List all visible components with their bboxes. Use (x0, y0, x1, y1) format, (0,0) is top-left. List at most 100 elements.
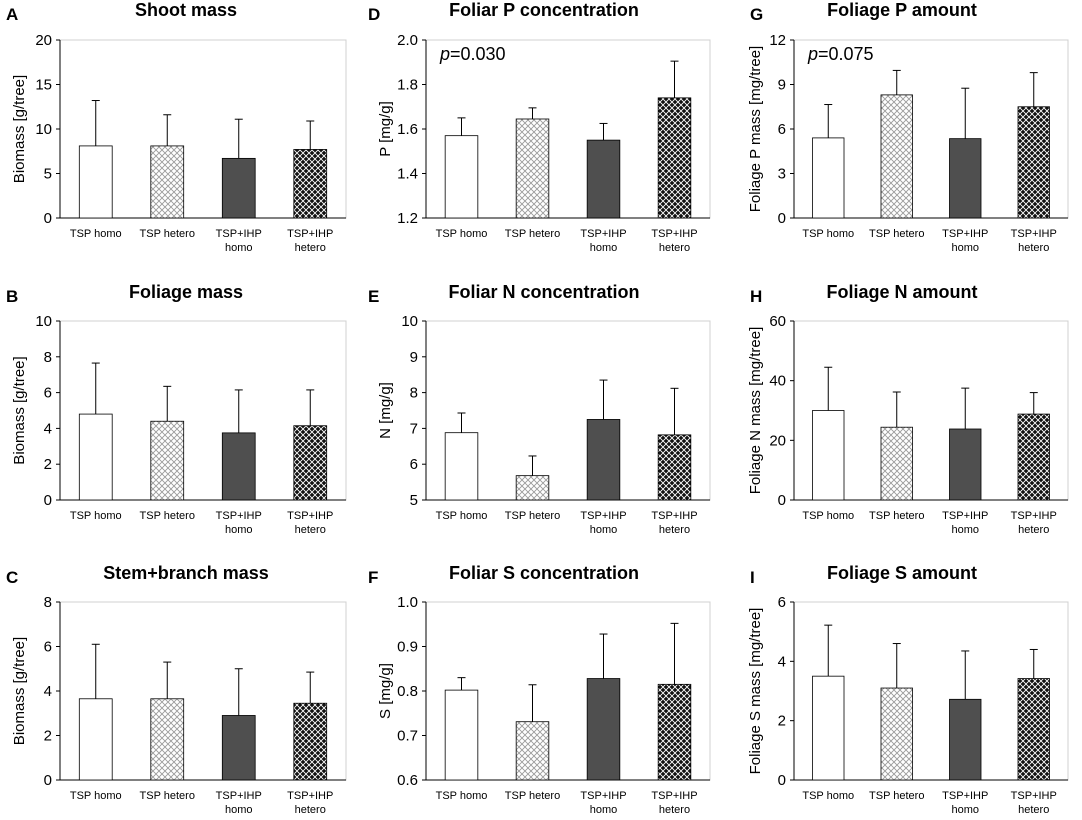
x-tick-label: TSP homo (70, 510, 122, 522)
chart-title: Foliage mass (129, 282, 243, 302)
y-axis-label: Biomass [g/tree] (11, 356, 28, 464)
panel-a: A Shoot mass Biomass [g/tree] 0 5 10 15 20 TSP h… (6, 0, 347, 254)
y-axis-label: Foliage P mass [mg/tree] (747, 46, 764, 212)
bar-1 (812, 675, 845, 781)
x-tick-label: hetero (1018, 242, 1049, 254)
x-tick-label: TSP+IHP (216, 790, 262, 802)
y-tick-label: 10 (401, 313, 418, 330)
y-tick-label: 0 (778, 210, 786, 227)
bar-1 (812, 410, 845, 501)
y-tick-label: 40 (769, 373, 786, 390)
x-tick-label: TSP hetero (869, 510, 924, 522)
x-tick-label: TSP homo (802, 228, 854, 240)
x-tick-label: homo (951, 524, 979, 536)
x-tick-label: hetero (295, 524, 326, 536)
x-tick-label: TSP+IHP (651, 510, 697, 522)
y-tick-label: 0.6 (397, 772, 418, 789)
x-tick-label: TSP homo (436, 510, 488, 522)
x-tick-label: hetero (1018, 524, 1049, 536)
x-tick-label: TSP+IHP (216, 510, 262, 522)
y-axis-label: Biomass [g/tree] (11, 637, 28, 745)
y-tick-label: 60 (769, 313, 786, 330)
x-tick-label: TSP+IHP (1011, 510, 1057, 522)
bar-1 (812, 137, 845, 219)
x-tick-label: TSP+IHP (580, 228, 626, 240)
y-tick-label: 6 (410, 456, 418, 473)
p-value-annotation: p=0.075 (807, 44, 874, 64)
y-axis-label: Biomass [g/tree] (11, 75, 28, 183)
y-tick-label: 20 (35, 32, 52, 49)
x-tick-label: TSP+IHP (651, 790, 697, 802)
y-tick-label: 6 (778, 121, 786, 138)
p-value: =0.075 (818, 44, 874, 64)
bar-1 (444, 689, 479, 781)
chart-title: Foliar P concentration (449, 0, 639, 20)
x-tick-label: TSP+IHP (942, 228, 988, 240)
x-tick-label: homo (225, 524, 253, 536)
y-tick-label: 7 (410, 420, 418, 437)
y-tick-label: 2 (44, 456, 52, 473)
x-tick-label: hetero (659, 804, 690, 816)
panel-d: D Foliar P concentration P [mg/g] 1.2 1.4 1.6… (368, 0, 711, 254)
bar-3 (221, 432, 256, 501)
x-tick-label: hetero (659, 524, 690, 536)
bar-3 (221, 715, 256, 781)
panel-letter: F (368, 568, 378, 587)
x-tick-label: hetero (295, 804, 326, 816)
panel-letter: G (750, 5, 763, 24)
y-tick-label: 1.0 (397, 594, 418, 611)
x-tick-label: TSP hetero (140, 510, 195, 522)
panel-c: C Stem+branch mass Biomass [g/tree] 0 2 4 6 8 TS… (6, 563, 347, 816)
p-symbol: p (807, 44, 818, 64)
bar-3 (221, 157, 256, 219)
x-tick-label: TSP hetero (140, 790, 195, 802)
p-symbol: p (439, 44, 450, 64)
bar-4 (1017, 413, 1050, 501)
x-tick-label: TSP+IHP (216, 228, 262, 240)
y-tick-label: 6 (44, 639, 52, 656)
chart-title: Foliage P amount (827, 0, 977, 20)
chart-title: Foliar S concentration (449, 563, 639, 583)
y-tick-label: 4 (44, 683, 52, 700)
chart-title: Stem+branch mass (103, 563, 269, 583)
panel-i: I Foliage S amount Foliage S mass [mg/tree… (747, 563, 1069, 816)
y-tick-label: 0 (44, 210, 52, 227)
y-tick-label: 1.4 (397, 166, 418, 183)
y-tick-label: 10 (35, 313, 52, 330)
bar-1 (78, 698, 113, 781)
x-tick-label: TSP+IHP (580, 510, 626, 522)
y-tick-label: 15 (35, 77, 52, 94)
panel-letter: D (368, 5, 380, 24)
y-tick-label: 4 (44, 420, 52, 437)
y-tick-label: 6 (778, 594, 786, 611)
bar-3 (949, 138, 982, 219)
bar-2 (150, 698, 185, 781)
y-tick-label: 9 (778, 77, 786, 94)
x-tick-label: TSP homo (70, 790, 122, 802)
x-tick-label: TSP+IHP (287, 228, 333, 240)
p-value-annotation: p=0.030 (439, 44, 506, 64)
bar-4 (657, 434, 692, 501)
x-tick-label: homo (590, 242, 618, 254)
panel-e: E Foliar N concentration N [mg/g] 5 6 7 8 9 10 TS… (368, 282, 711, 536)
chart-title: Foliar N concentration (448, 282, 639, 302)
bar-4 (1017, 678, 1050, 781)
panel-g: G Foliage P amount Foliage P mass [mg/tree… (747, 0, 1069, 254)
x-tick-label: TSP hetero (869, 228, 924, 240)
y-tick-label: 5 (410, 492, 418, 509)
bar-4 (293, 425, 328, 501)
y-tick-label: 10 (35, 121, 52, 138)
bar-3 (949, 698, 982, 781)
y-tick-label: 8 (44, 594, 52, 611)
y-tick-label: 0 (778, 772, 786, 789)
x-tick-label: TSP hetero (505, 510, 560, 522)
x-tick-label: TSP+IHP (287, 510, 333, 522)
y-tick-label: 0 (778, 492, 786, 509)
y-axis-label: S [mg/g] (377, 663, 394, 719)
x-tick-label: TSP+IHP (651, 228, 697, 240)
x-tick-label: homo (225, 242, 253, 254)
panel-letter: A (6, 5, 18, 24)
y-tick-label: 2.0 (397, 32, 418, 49)
y-tick-label: 0.9 (397, 639, 418, 656)
